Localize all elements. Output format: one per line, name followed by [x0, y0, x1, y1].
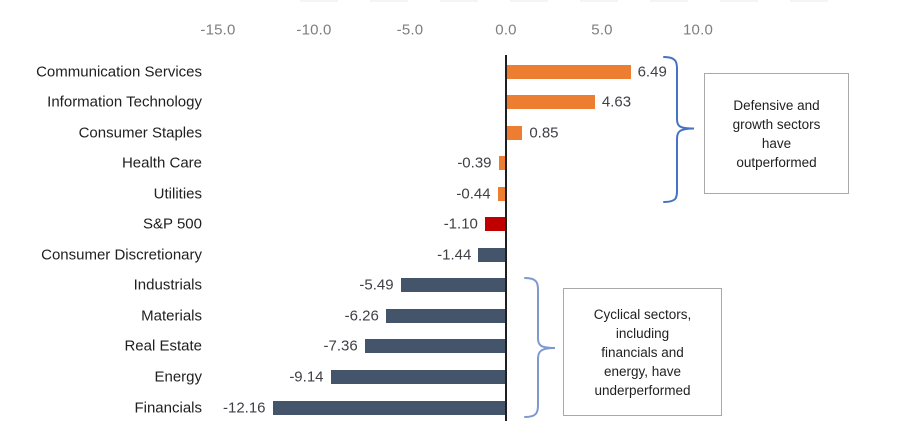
bar-cyclical [400, 278, 506, 293]
value-label: 6.49 [637, 63, 667, 80]
bar-cyclical [385, 308, 506, 323]
category-label: Utilities [153, 185, 202, 203]
x-tick-label: 10.0 [683, 21, 713, 39]
x-tick-label: 5.0 [591, 21, 613, 39]
bar-defensive_growth [506, 95, 595, 110]
x-tick-label: -15.0 [200, 21, 236, 39]
category-label: Health Care [121, 154, 202, 172]
category-label: Real Estate [124, 337, 202, 355]
bar-cyclical [364, 339, 506, 354]
value-label: -9.14 [289, 368, 324, 386]
category-label: Industrials [133, 276, 202, 294]
value-label: -1.44 [437, 246, 472, 264]
category-label: Communication Services [36, 63, 202, 80]
value-label: -6.26 [344, 307, 379, 325]
zero-axis-line [505, 55, 507, 421]
bar-defensive_growth [506, 64, 631, 79]
bar-defensive_growth [498, 156, 506, 171]
category-label: Financials [134, 399, 202, 417]
annotation-text-defensive: Defensive and growth sectors have outper… [732, 97, 821, 170]
value-label: -0.44 [456, 185, 491, 203]
annotation-text-cyclical: Cyclical sectors, including financials a… [593, 306, 692, 398]
bar-cyclical [478, 247, 506, 262]
x-tick-label: 0.0 [495, 21, 517, 39]
category-label: S&P 500 [143, 215, 202, 233]
annotation-box-defensive: Defensive and growth sectors have outper… [704, 73, 849, 194]
x-tick-label: -5.0 [396, 21, 424, 39]
annotation-box-cyclical: Cyclical sectors, including financials a… [563, 288, 722, 416]
value-label: 4.63 [601, 93, 632, 111]
value-label: -12.16 [222, 399, 266, 417]
value-label: 0.85 [529, 124, 559, 142]
bottom-brace-bracket-icon [524, 277, 556, 418]
value-label: -1.10 [443, 215, 478, 233]
bar-benchmark [484, 217, 506, 232]
category-label: Materials [141, 307, 202, 325]
category-label: Information Technology [47, 93, 202, 111]
bar-defensive_growth [506, 125, 523, 140]
value-label: -0.39 [457, 154, 492, 172]
bar-defensive_growth [497, 186, 506, 201]
bar-cyclical [330, 370, 506, 384]
value-label: -7.36 [323, 337, 358, 355]
x-tick-label: -10.0 [296, 21, 332, 39]
value-label: -5.49 [359, 276, 394, 294]
top-brace-bracket-icon [663, 56, 695, 203]
cropped-title-artifact [300, 0, 860, 2]
bar-cyclical [272, 400, 506, 415]
category-label: Energy [154, 368, 202, 386]
category-label: Consumer Staples [78, 124, 202, 142]
category-label: Consumer Discretionary [41, 246, 202, 264]
